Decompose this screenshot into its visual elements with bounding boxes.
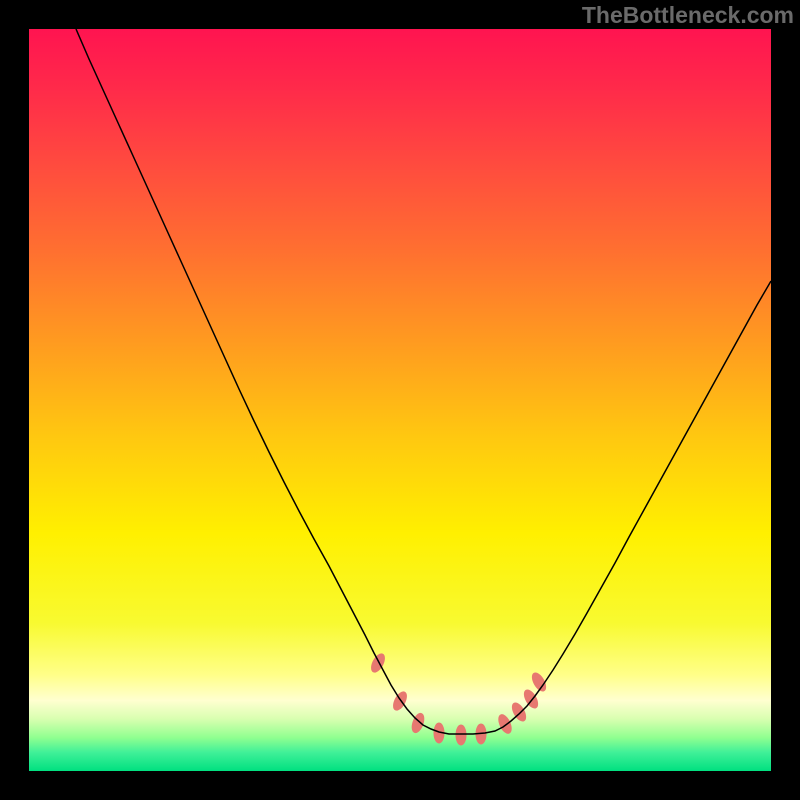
plot-area — [29, 29, 771, 771]
chart-background — [29, 29, 771, 771]
watermark-text: TheBottleneck.com — [582, 2, 794, 29]
chart-svg — [29, 29, 771, 771]
curve-marker — [456, 725, 466, 745]
